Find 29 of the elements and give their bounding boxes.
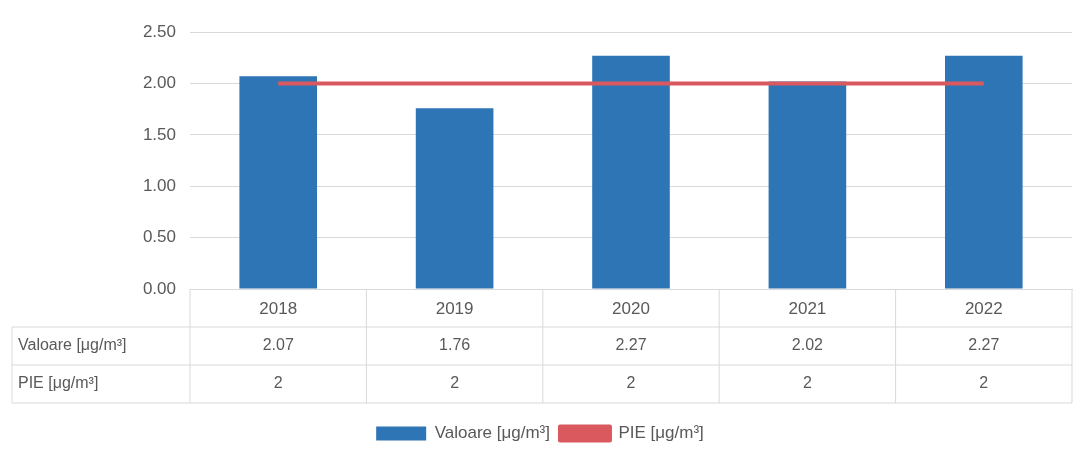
legend-label: Valoare [μg/m³] xyxy=(434,423,550,443)
text: PIE [μg/m³] xyxy=(18,374,99,392)
x-tick-label: 2022 xyxy=(964,298,1003,318)
data-label: 2 xyxy=(802,374,812,392)
y-tick-label: 0.00 xyxy=(142,278,176,298)
data-label: 2.27 xyxy=(968,336,1000,354)
data-label: 2.07 xyxy=(262,336,294,354)
y-tick-label: 1.00 xyxy=(142,175,176,195)
bar xyxy=(944,55,1023,289)
data-label: 2 xyxy=(979,374,989,392)
y-tick-label: 2.00 xyxy=(142,73,176,93)
y-tick-label: 1.50 xyxy=(142,124,176,144)
x-tick-label: 2018 xyxy=(259,298,298,318)
data-label: 1.76 xyxy=(439,336,471,354)
y-tick-label: 2.50 xyxy=(142,21,176,41)
x-tick-label: 2019 xyxy=(435,298,474,318)
data-label: 2.27 xyxy=(615,336,647,354)
bar xyxy=(592,55,670,289)
bar xyxy=(239,76,318,289)
x-tick-label: 2021 xyxy=(788,298,827,318)
data-label: 2 xyxy=(450,374,460,392)
text: Valoare [μg/m³] xyxy=(18,336,127,354)
x-tick-label: 2020 xyxy=(612,298,650,318)
bar xyxy=(415,108,494,289)
data-label: 2.02 xyxy=(791,336,824,354)
legend-label: PIE [μg/m³] xyxy=(618,423,704,443)
data-label: 2 xyxy=(626,374,636,392)
data-label: 2 xyxy=(273,374,283,392)
y-tick-label: 0.50 xyxy=(142,227,176,247)
